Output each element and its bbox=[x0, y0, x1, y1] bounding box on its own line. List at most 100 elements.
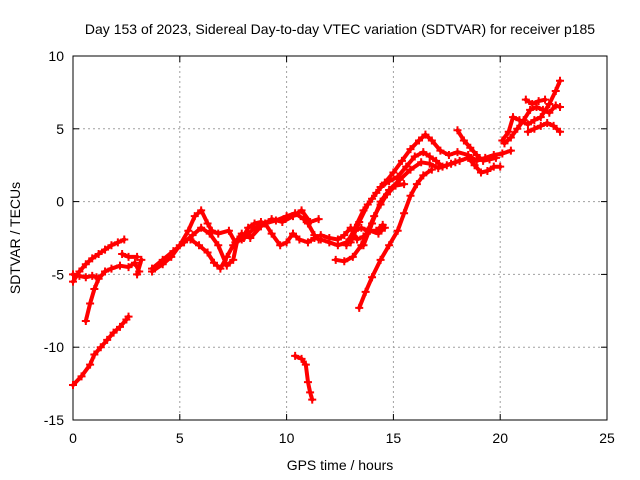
data-point bbox=[372, 188, 381, 197]
series-line bbox=[188, 208, 321, 271]
data-point bbox=[184, 226, 193, 235]
x-tick-label: 5 bbox=[176, 430, 184, 446]
data-point bbox=[297, 354, 306, 363]
data-point bbox=[498, 149, 507, 158]
series-9 bbox=[291, 351, 317, 404]
data-point bbox=[485, 155, 494, 164]
x-tick-label: 25 bbox=[599, 430, 615, 446]
data-point bbox=[442, 161, 451, 170]
data-point bbox=[536, 121, 545, 130]
x-tick-label: 0 bbox=[69, 430, 77, 446]
data-point bbox=[444, 151, 453, 160]
data-point bbox=[331, 255, 340, 264]
data-point bbox=[549, 121, 558, 130]
data-point bbox=[472, 151, 481, 160]
data-point bbox=[101, 245, 110, 254]
data-point bbox=[385, 241, 394, 250]
data-point bbox=[94, 274, 103, 283]
data-point bbox=[491, 153, 500, 162]
data-point bbox=[453, 148, 462, 157]
data-point bbox=[523, 120, 532, 129]
data-point bbox=[526, 105, 535, 114]
data-point bbox=[459, 136, 468, 145]
data-point bbox=[130, 258, 139, 267]
data-point bbox=[509, 113, 518, 122]
data-point bbox=[340, 231, 349, 240]
data-point bbox=[453, 126, 462, 135]
data-point bbox=[197, 206, 206, 215]
data-point bbox=[406, 191, 415, 200]
data-point bbox=[556, 127, 565, 136]
x-tick-label: 20 bbox=[492, 430, 508, 446]
data-point bbox=[77, 372, 86, 381]
data-point bbox=[417, 158, 426, 167]
y-axis-label: SDTVAR / TECUs bbox=[7, 182, 23, 294]
data-point bbox=[216, 264, 225, 273]
data-point bbox=[209, 258, 218, 267]
data-point bbox=[359, 241, 368, 250]
data-point bbox=[295, 235, 304, 244]
y-tick-label: -5 bbox=[52, 266, 65, 282]
data-point bbox=[175, 241, 184, 250]
series-layer bbox=[69, 76, 565, 404]
data-point bbox=[455, 156, 464, 165]
data-point bbox=[107, 264, 116, 273]
series-14 bbox=[346, 130, 515, 247]
data-point bbox=[267, 215, 276, 224]
data-point bbox=[120, 235, 129, 244]
data-point bbox=[346, 238, 355, 247]
data-point bbox=[389, 168, 398, 177]
series-15 bbox=[355, 165, 436, 312]
data-point bbox=[203, 219, 212, 228]
y-tick-labels: -15 -10 -5 0 5 10 bbox=[44, 48, 64, 428]
data-point bbox=[306, 388, 315, 397]
data-point bbox=[380, 178, 389, 187]
data-point bbox=[289, 212, 298, 221]
data-point bbox=[118, 250, 127, 259]
data-point bbox=[158, 260, 167, 269]
data-point bbox=[368, 219, 377, 228]
y-tick-label: 0 bbox=[56, 194, 64, 210]
data-point bbox=[427, 136, 436, 145]
data-point bbox=[385, 185, 394, 194]
data-point bbox=[214, 229, 223, 238]
data-point bbox=[325, 234, 334, 242]
series-line bbox=[71, 314, 131, 388]
data-point bbox=[75, 271, 84, 280]
data-point bbox=[412, 180, 421, 189]
data-point bbox=[425, 152, 434, 161]
data-point bbox=[267, 229, 276, 238]
data-point bbox=[282, 238, 291, 247]
y-tick-label: 5 bbox=[56, 121, 64, 137]
x-tick-labels: 0 5 10 15 20 25 bbox=[69, 430, 615, 446]
data-point bbox=[355, 303, 364, 312]
data-point bbox=[197, 223, 206, 232]
data-point bbox=[115, 322, 124, 331]
data-point bbox=[340, 257, 349, 266]
data-point bbox=[402, 162, 411, 171]
data-point bbox=[498, 136, 507, 145]
x-axis-label: GPS time / hours bbox=[287, 457, 394, 473]
data-point bbox=[368, 273, 377, 282]
data-point bbox=[436, 146, 445, 155]
data-point bbox=[148, 267, 157, 276]
data-point bbox=[545, 108, 554, 117]
data-point bbox=[363, 200, 372, 209]
data-point bbox=[88, 271, 97, 280]
data-point bbox=[374, 229, 383, 238]
data-point bbox=[81, 316, 90, 325]
data-point bbox=[86, 299, 95, 308]
y-tick-label: -15 bbox=[44, 412, 64, 428]
data-point bbox=[355, 217, 364, 226]
data-point bbox=[464, 151, 473, 160]
data-point bbox=[222, 252, 231, 261]
data-point bbox=[306, 217, 315, 226]
data-point bbox=[113, 238, 122, 247]
data-point bbox=[506, 133, 515, 142]
series-16 bbox=[359, 158, 460, 250]
data-point bbox=[361, 287, 370, 296]
data-point bbox=[432, 156, 441, 165]
data-point bbox=[543, 118, 552, 127]
data-point bbox=[406, 145, 415, 154]
data-point bbox=[86, 360, 95, 369]
